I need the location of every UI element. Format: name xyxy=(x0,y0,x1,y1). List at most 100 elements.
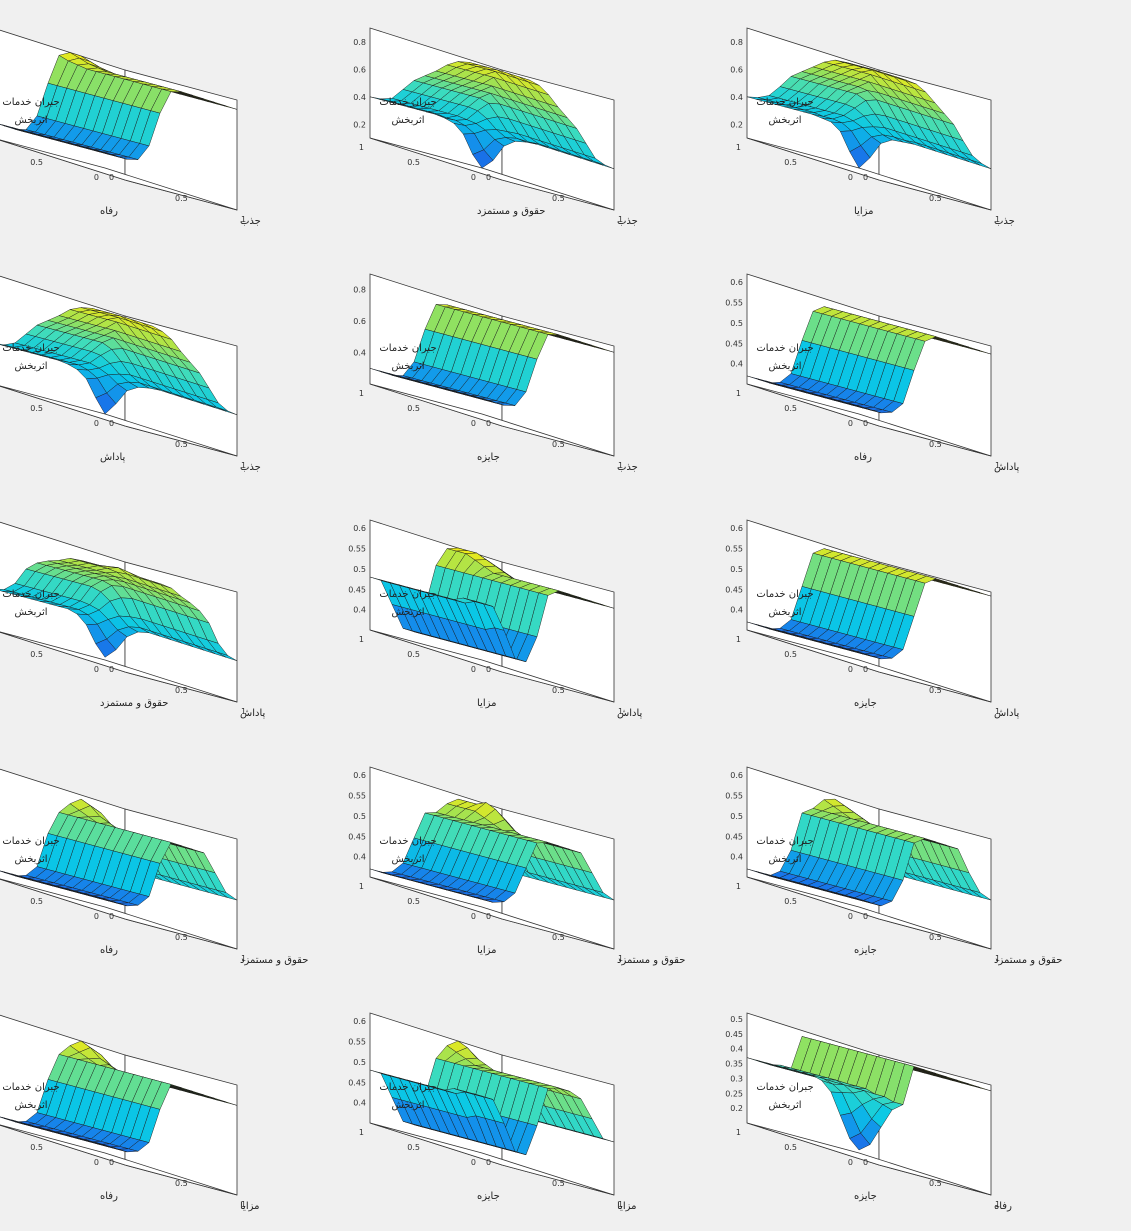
y-axis-ticks: 10.50 xyxy=(30,650,99,674)
z-tick-label: 0.55 xyxy=(348,545,366,554)
surface-patch xyxy=(472,1093,494,1100)
z-tick-label: 0.45 xyxy=(725,586,743,595)
z-tick-label: 0.6 xyxy=(730,278,743,287)
z-tick-label: 0.6 xyxy=(730,525,743,534)
y-axis-label: مزایا xyxy=(477,698,497,710)
y-tick-label: 0.5 xyxy=(30,897,43,906)
x-tick-label: 0 xyxy=(486,665,491,674)
surface-plot-14: 0.4 0.45 0.5 0.55 0.6 1 0.5 0 0 0.5 1 جبران خدمات ا… xyxy=(348,985,754,1231)
z-tick-label: 0.8 xyxy=(353,286,366,295)
z-tick-label: 0.4 xyxy=(730,360,743,369)
surface-patch xyxy=(95,639,117,658)
floor xyxy=(0,878,238,949)
x-tick-label: 0.5 xyxy=(552,440,565,449)
y-tick-label: 0.5 xyxy=(407,158,420,167)
z-axis-ticks: 0.4 0.45 0.5 0.55 0.6 xyxy=(725,771,743,861)
y-tick-label: 1 xyxy=(359,143,364,152)
y-axis-ticks: 10.50 xyxy=(736,882,853,921)
floor xyxy=(0,385,238,457)
x-tick-label: 0.5 xyxy=(929,1179,942,1188)
x-axis-ticks: 00.51 xyxy=(863,1158,1000,1209)
y-tick-label: 1 xyxy=(359,882,364,891)
y-axis-label: جایزه xyxy=(854,944,877,956)
surface xyxy=(369,304,615,407)
z-tick-label: 0.5 xyxy=(353,1058,366,1067)
z-axis-label: جبران خدمات اثربخش xyxy=(756,835,814,865)
y-axis-ticks: 10.50 xyxy=(736,1128,853,1167)
x-tick-label: 1 xyxy=(241,215,246,224)
y-tick-label: 0 xyxy=(471,173,476,182)
z-tick-label: 0.45 xyxy=(348,1078,366,1087)
z-axis-ticks: 0.4 0.45 0.5 0.55 0.6 xyxy=(725,525,743,615)
y-axis-label: جایزه xyxy=(477,452,500,464)
surface xyxy=(746,59,992,170)
surface xyxy=(0,307,238,416)
x-tick-label: 1 xyxy=(241,461,246,470)
surface-plot-5: 0.4 0.6 0.8 1 0.5 0 0 0.5 1 جبران خدمات اثربخش جای… xyxy=(353,246,754,492)
surface-patch xyxy=(849,895,871,903)
z-tick-label: 0.4 xyxy=(730,606,743,615)
x-axis-label: پاداش xyxy=(994,708,1020,720)
x-tick-label: 0 xyxy=(109,1158,114,1167)
floor xyxy=(746,383,992,457)
y-tick-label: 0 xyxy=(471,1158,476,1167)
x-tick-label: 1 xyxy=(995,461,1000,470)
y-tick-label: 0 xyxy=(471,912,476,921)
z-tick-label: 0.5 xyxy=(730,1015,743,1024)
z-tick-label: 0.8 xyxy=(730,38,743,47)
z-axis-label: جبران خدمات اثربخش xyxy=(2,1081,60,1111)
surface xyxy=(369,61,615,170)
y-tick-label: 1 xyxy=(736,1128,741,1137)
z-axis-label: جبران خدمات اثربخش xyxy=(756,343,814,373)
x-tick-label: 0 xyxy=(863,912,868,921)
y-tick-label: 0 xyxy=(848,173,853,182)
x-axis-ticks: 00.51 xyxy=(109,665,246,716)
y-tick-label: 0.5 xyxy=(30,1143,43,1152)
z-axis-ticks: 0.2 0.25 0.3 0.35 0.4 0.45 0.5 xyxy=(725,1015,743,1113)
y-tick-label: 1 xyxy=(359,635,364,644)
y-axis-label: مزایا xyxy=(854,206,874,217)
z-tick-label: 0.6 xyxy=(353,1017,366,1026)
x-tick-label: 0.5 xyxy=(175,933,188,942)
surface xyxy=(369,548,615,663)
surface xyxy=(369,798,615,903)
z-tick-label: 0.5 xyxy=(730,811,743,820)
floor xyxy=(746,1122,992,1196)
surface xyxy=(746,798,992,906)
x-tick-label: 0 xyxy=(863,173,868,182)
z-tick-label: 0.2 xyxy=(353,120,366,129)
surface-patch xyxy=(95,1141,117,1149)
y-axis-label: جایزه xyxy=(854,1190,877,1202)
y-axis-label: جایزه xyxy=(854,698,877,710)
y-tick-label: 1 xyxy=(359,1128,364,1137)
x-tick-label: 0.5 xyxy=(552,686,565,695)
z-tick-label: 0.55 xyxy=(348,1037,366,1046)
z-tick-label: 0.45 xyxy=(725,832,743,841)
surface-patch xyxy=(472,395,494,403)
x-axis-ticks: 00.51 xyxy=(109,173,246,224)
x-tick-label: 0 xyxy=(486,419,491,428)
z-axis-ticks: 0.4 0.45 0.5 0.55 0.6 xyxy=(348,1017,366,1107)
surface-plot-12: 0.4 0.45 0.5 0.55 0.6 1 0.5 0 0 0.5 1 جبران خدمات ا… xyxy=(725,739,1131,985)
y-tick-label: 0 xyxy=(848,1158,853,1167)
y-axis-label: جایزه xyxy=(477,1190,500,1202)
surface xyxy=(746,1035,992,1151)
x-tick-label: 0.5 xyxy=(175,686,188,695)
y-axis-label: رفاه xyxy=(854,452,872,464)
x-tick-label: 1 xyxy=(995,1200,1000,1209)
x-tick-label: 1 xyxy=(995,215,1000,224)
x-tick-label: 1 xyxy=(618,461,623,470)
z-tick-label: 0.4 xyxy=(353,852,366,861)
y-axis-ticks: 10.50 xyxy=(30,404,99,428)
x-tick-label: 0.5 xyxy=(929,440,942,449)
x-axis-ticks: 00.51 xyxy=(109,419,246,470)
